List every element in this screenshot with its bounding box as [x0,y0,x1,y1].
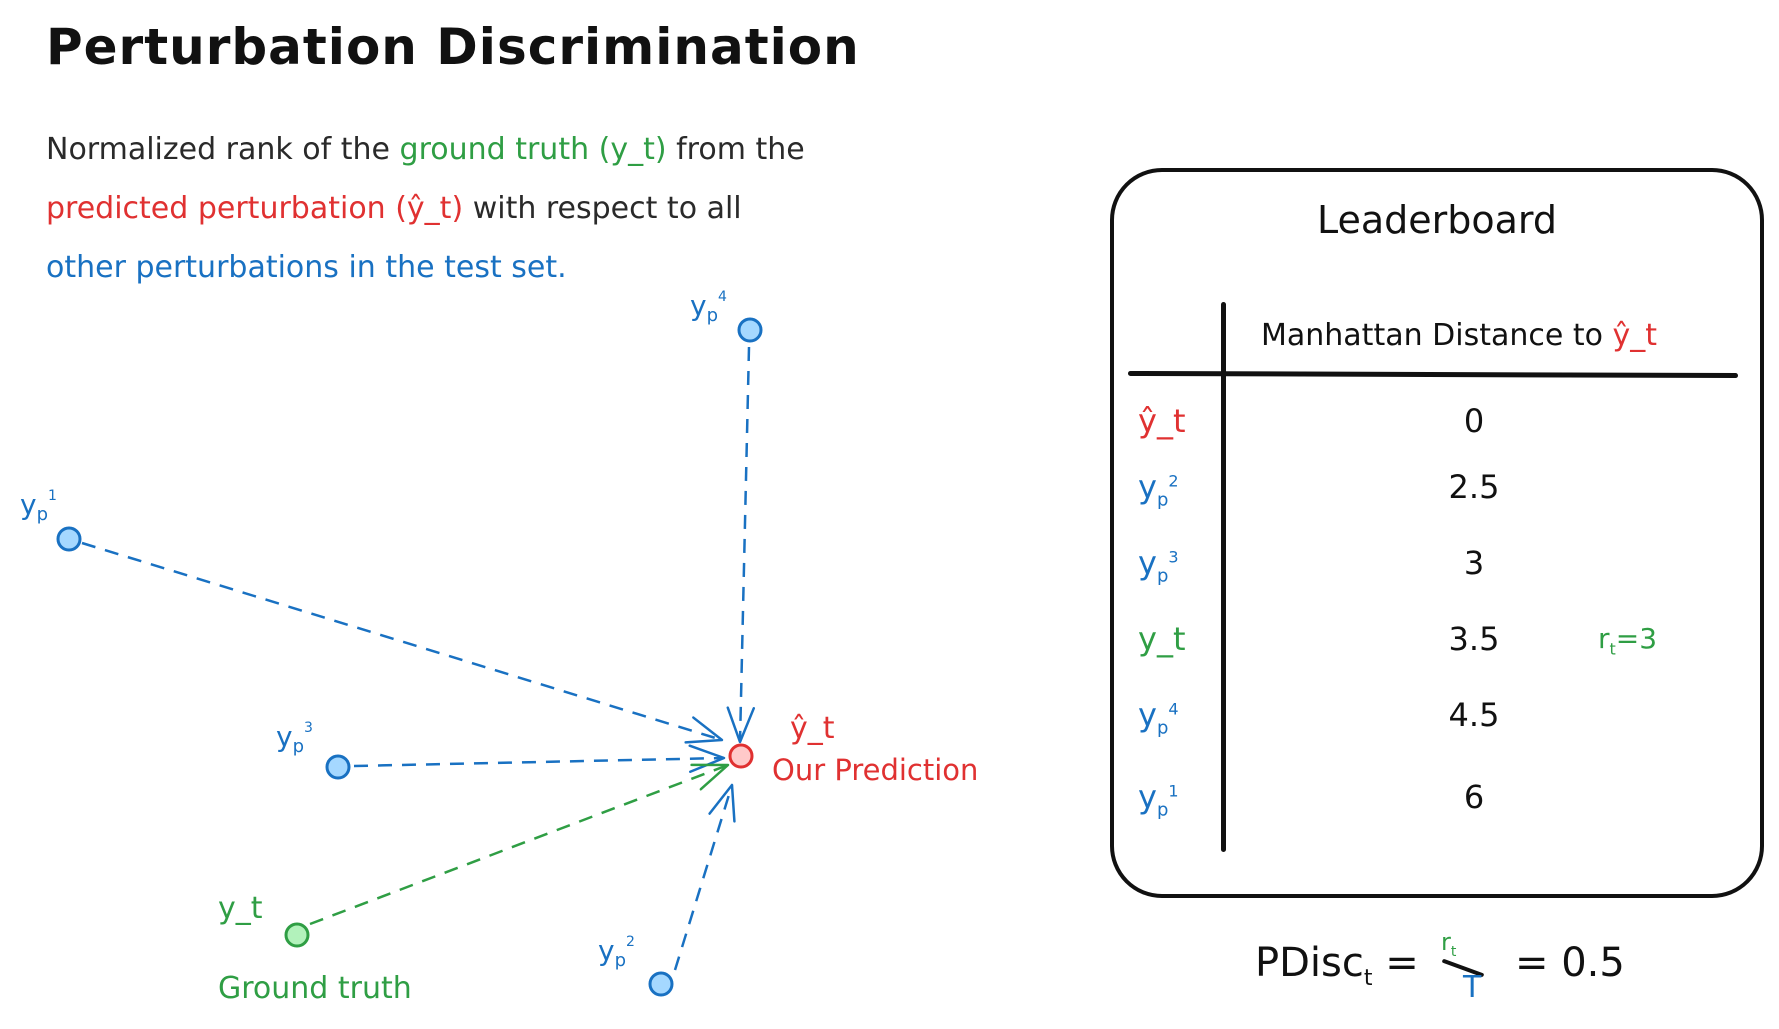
pdisc-fraction: rt T [1425,928,1495,1008]
fraction-numerator: rt [1441,928,1457,960]
rank-note: rt=3 [1598,622,1658,659]
arrow-yt-to-prediction [309,763,730,926]
ground-truth-phrase: ground truth (y_t) [399,132,667,167]
label-yp4: yp4 [690,289,727,326]
table-horizontal-divider [1127,370,1739,379]
description-line-2: predicted perturbation (ŷ_t) with respec… [46,179,926,238]
distance-column-header: Manhattan Distance to ŷ_t [1261,318,1657,353]
row-value: 3.5 [1448,620,1500,658]
row-value: 2.5 [1448,468,1500,506]
pdisc-formula-lhs: PDisct = [1255,940,1419,991]
arrow-yp1-to-prediction [81,541,724,744]
table-row: yp2 2.5 [1114,468,1754,518]
label-yp1: yp1 [20,488,57,525]
label-yp3: yp3 [276,720,313,757]
row-label: y_t [1138,620,1186,658]
row-label: ŷ_t [1138,402,1186,440]
table-row: yp1 6 [1114,778,1754,828]
description: Normalized rank of the ground truth (y_t… [46,120,926,297]
leaderboard-panel: Leaderboard Manhattan Distance to ŷ_t ŷ_… [1110,168,1764,898]
caption-ground-truth: Ground truth [218,971,412,1006]
node-yp1 [56,526,82,552]
table-row: yp4 4.5 [1114,696,1754,746]
table-row: y_t 3.5 rt=3 [1114,620,1754,670]
node-yp3 [325,754,351,780]
label-yp2: yp2 [598,934,635,971]
arrow-yp2-to-prediction [673,783,736,971]
node-prediction [728,743,754,769]
table-row: yp3 3 [1114,544,1754,594]
node-yp4 [737,317,763,343]
row-label: yp4 [1138,696,1179,739]
row-value: 4.5 [1448,696,1500,734]
node-yp2 [648,971,674,997]
fraction-denominator: T [1463,970,1482,1005]
table-vertical-divider [1221,302,1226,852]
predicted-perturbation-phrase: predicted perturbation (ŷ_t) [46,191,464,226]
row-label: yp1 [1138,778,1179,821]
row-label: yp3 [1138,544,1179,587]
arrow-yp3-to-prediction [353,744,726,773]
arrow-yp4-to-prediction [726,346,756,744]
page-title: Perturbation Discrimination [46,18,860,76]
description-line-3: other perturbations in the test set. [46,250,567,285]
description-text: Normalized rank of the [46,132,400,167]
label-yt: y_t [218,891,263,926]
column-header-symbol: ŷ_t [1612,318,1658,353]
node-yt [284,922,310,948]
pdisc-result: = 0.5 [1515,940,1625,986]
leaderboard-title: Leaderboard [1316,198,1558,242]
caption-our-prediction: Our Prediction [772,753,978,787]
description-text: with respect to all [463,191,742,226]
row-value: 3 [1463,544,1485,582]
row-value: 0 [1463,402,1485,440]
column-header-text: Manhattan Distance to [1261,318,1613,353]
row-value: 6 [1463,778,1485,816]
row-label: yp2 [1138,468,1179,511]
label-prediction: ŷ_t [790,711,835,746]
table-row: ŷ_t 0 [1114,402,1754,452]
description-text: from the [666,132,805,167]
description-line-1: Normalized rank of the ground truth (y_t… [46,120,926,179]
